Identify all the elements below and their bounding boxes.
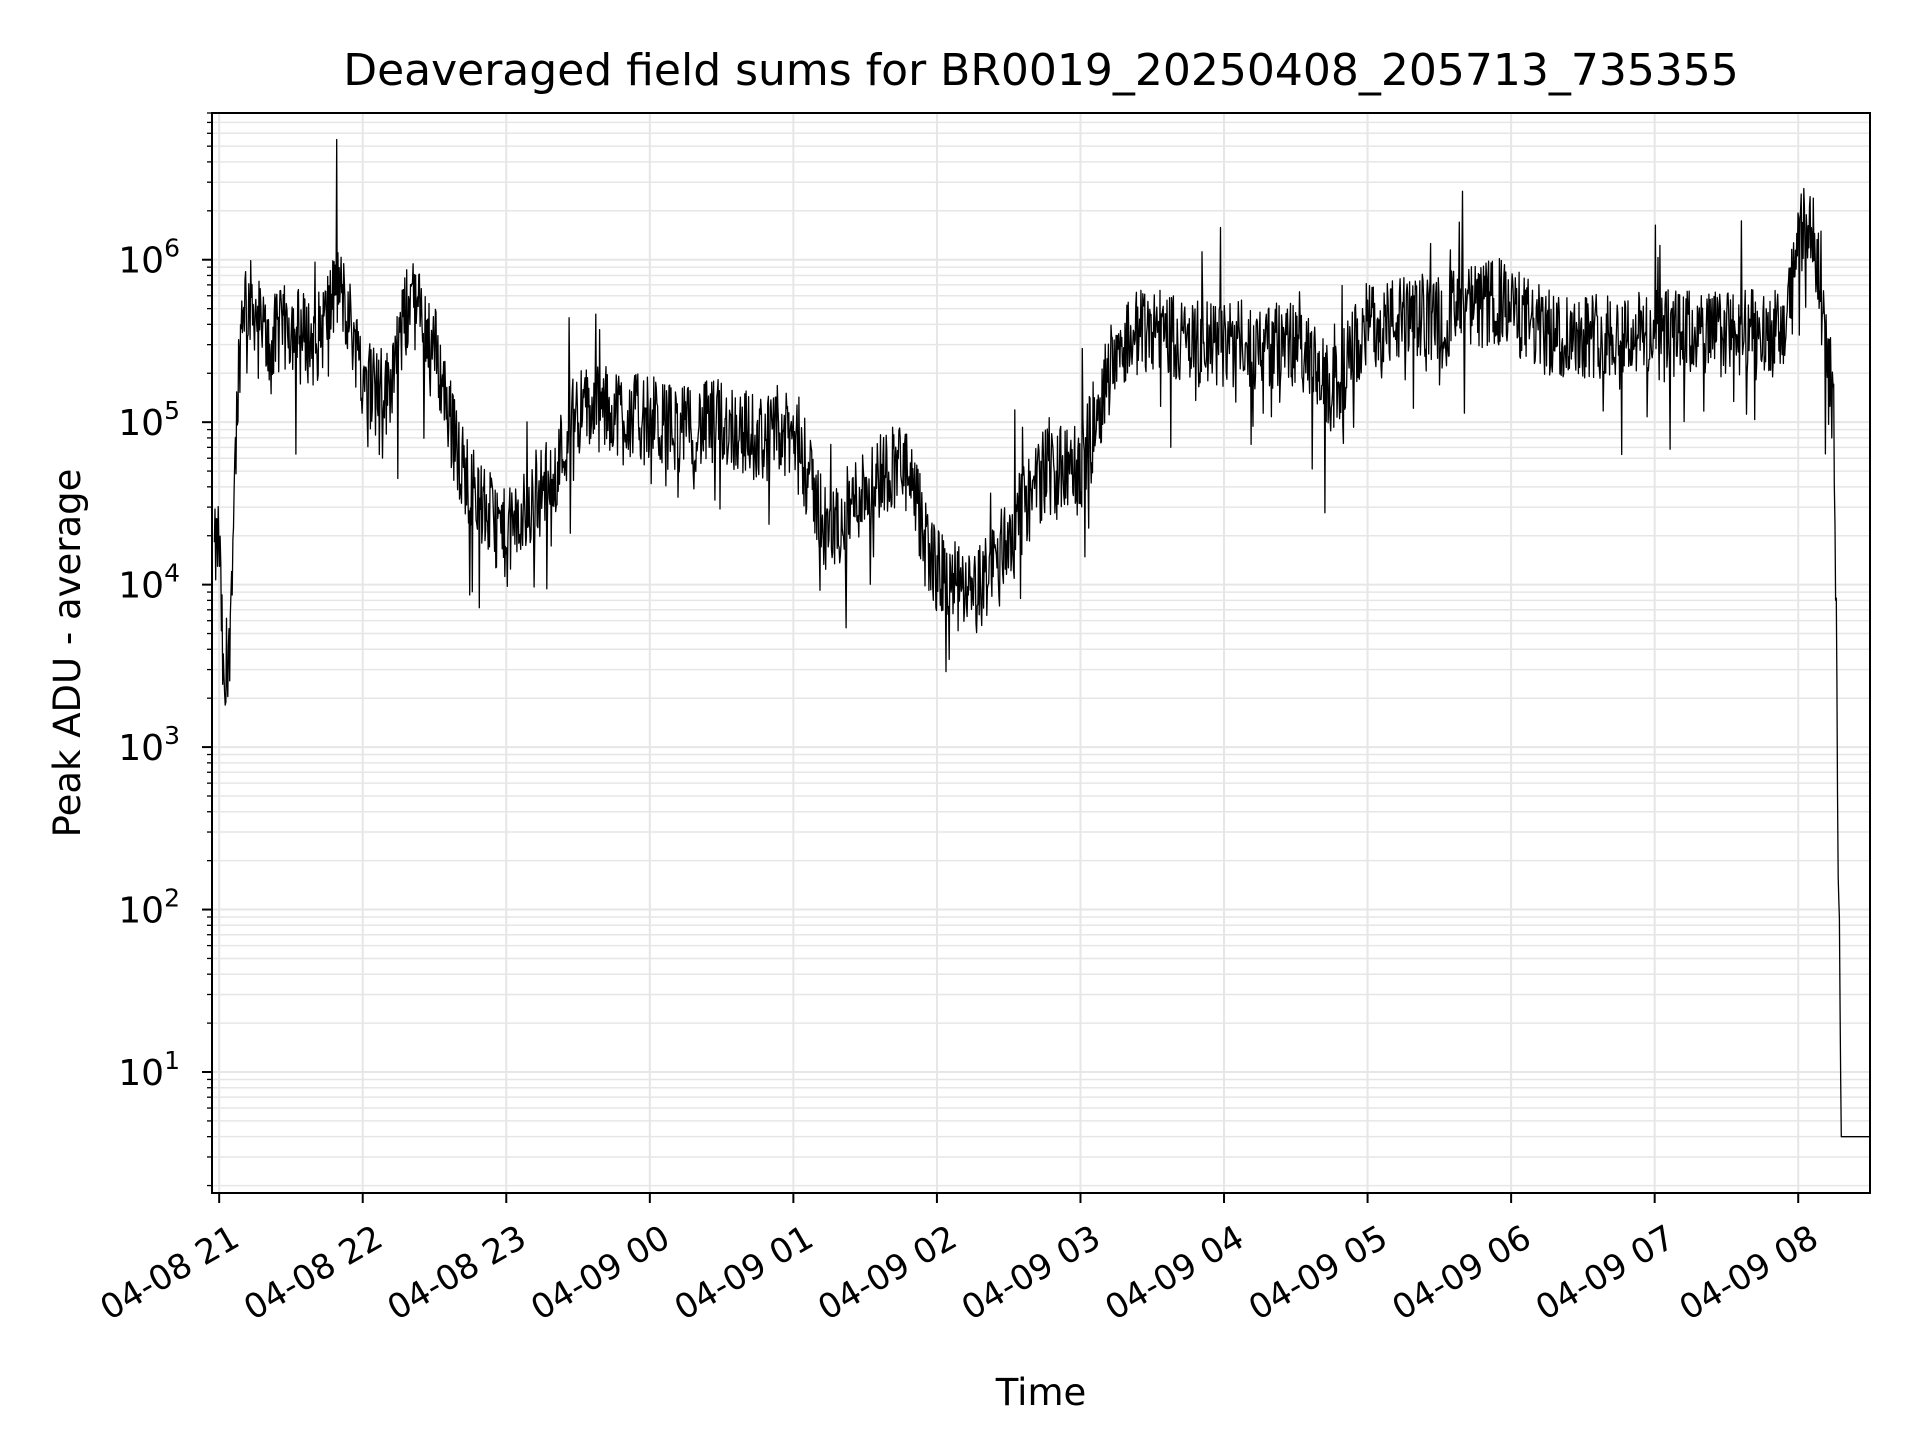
- series-line: [213, 138, 1870, 1138]
- y-tick-label: 106: [118, 234, 180, 282]
- x-axis-label: Time: [995, 1371, 1087, 1414]
- y-tick-label: 105: [118, 396, 180, 444]
- y-axis: 101 102 103 104 105 106: [118, 112, 212, 1187]
- y-tick-label: 103: [118, 721, 180, 769]
- y-tick-label: 101: [118, 1046, 180, 1094]
- grid: [212, 112, 1870, 1193]
- y-axis-label: Peak ADU - average: [46, 469, 89, 838]
- y-tick-label: 104: [118, 559, 180, 607]
- y-tick-label: 102: [118, 884, 180, 932]
- chart-title: Deaveraged field sums for BR0019_2025040…: [343, 45, 1739, 96]
- plot-area-frame: [211, 112, 1871, 1194]
